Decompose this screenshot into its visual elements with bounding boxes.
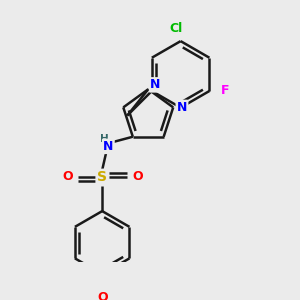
Text: O: O <box>62 170 73 184</box>
Text: F: F <box>221 85 230 98</box>
Text: O: O <box>97 291 107 300</box>
Text: S: S <box>97 170 107 184</box>
Text: N: N <box>103 140 113 153</box>
Text: H: H <box>100 134 108 144</box>
Text: Cl: Cl <box>169 22 183 35</box>
Text: N: N <box>150 78 160 92</box>
Text: N: N <box>177 101 187 114</box>
Text: O: O <box>132 170 142 184</box>
